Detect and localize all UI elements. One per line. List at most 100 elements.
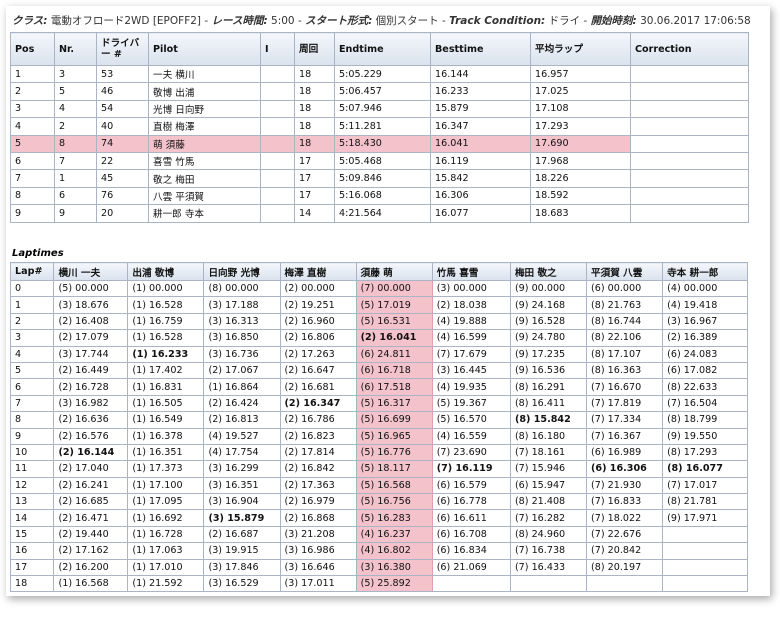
laptime-cell: (6) 24.811 — [355, 345, 433, 363]
laptimes-row: 16 (2) 17.162 (1) 17.063 (3) 19.915 (3) 16.9… — [9, 542, 748, 560]
laptime-cell: (4) 17.754 — [203, 443, 281, 462]
laptime-cell: (2) 17.040 — [53, 460, 129, 478]
laptime-cell: (7) 21.930 — [586, 476, 664, 495]
results-cell — [260, 134, 295, 153]
laptime-cell: (2) 16.144 — [53, 443, 129, 462]
laptime-cell: (1) 16.728 — [127, 525, 205, 544]
laptime-cell: (2) 16.041 — [355, 329, 433, 347]
laptime-cell: (1) 16.233 — [127, 345, 205, 363]
results-cell: 5:09.846 — [334, 169, 431, 188]
laptime-cell: (5) 16.531 — [355, 312, 433, 331]
results-cell — [260, 99, 295, 119]
laptime-cell: (2) 16.728 — [53, 378, 129, 396]
results-cell: 17.968 — [530, 151, 631, 171]
laptime-cell: (2) 16.241 — [53, 476, 129, 495]
laptime-cell: (6) 17.518 — [355, 378, 433, 396]
results-cell: 16.077 — [430, 204, 531, 223]
laptimes-row: 11 (2) 17.040 (1) 17.373 (3) 16.299 (2) 16.8… — [9, 460, 748, 478]
results-cell: 3 — [54, 64, 97, 84]
results-cell — [630, 151, 749, 171]
race-info-header: クラス: 電動オフロード2WD [EPOFF2] - レース時間: 5:00 -… — [12, 15, 751, 27]
laptime-cell — [662, 525, 748, 544]
laptimes-table: Lap# 横川 一夫 出浦 敬博 日向野 光博 梅澤 直樹 須藤 萌竹馬 喜雪 梅田 敬之平… — [9, 262, 748, 593]
results-cell: 40 — [96, 117, 149, 136]
laptime-cell: 9 — [9, 427, 55, 445]
results-cell: 8 — [10, 186, 55, 206]
laptime-cell: (7) 16.738 — [509, 542, 588, 560]
results-cell: 46 — [96, 82, 149, 101]
laptime-cell: (4) 19.527 — [203, 427, 281, 445]
laptimes-row: 2 (2) 16.408 (1) 16.759 (3) 16.313 (2) 16.96… — [9, 312, 748, 331]
results-row: 4 2 40 直樹 梅澤 18 5:11.281 16.347 17.293 — [10, 117, 749, 136]
laptime-cell: (6) 16.834 — [431, 542, 511, 560]
results-cell: 敬之 梅田 — [148, 169, 261, 188]
results-cell: 直樹 梅澤 — [148, 117, 261, 136]
laptime-cell: (9) 17.235 — [509, 345, 588, 363]
laptime-cell: (3) 16.313 — [203, 312, 281, 331]
laptime-cell: (7) 17.017 — [662, 476, 748, 495]
results-cell: 5:06.457 — [334, 82, 431, 101]
results-cell: 光博 日向野 — [148, 99, 261, 119]
results-cell — [260, 117, 295, 136]
laptime-cell: (1) 16.831 — [127, 378, 205, 396]
results-table: Pos Nr. ドライバー # Pilot I 周回 Endtime Besttime 平均ラッ… — [10, 32, 749, 223]
laptime-cell: (7) 18.022 — [586, 509, 664, 527]
laptime-cell: (2) 19.251 — [279, 296, 357, 314]
laptime-cell: (3) 00.000 — [431, 279, 511, 298]
laptime-cell: (7) 00.000 — [355, 279, 433, 298]
laptime-cell: (9) 24.168 — [509, 296, 588, 314]
laptime-cell: 16 — [9, 542, 55, 560]
laptime-cell: 0 — [9, 279, 55, 298]
results-cell: 7 — [54, 151, 97, 171]
results-cell: 17.293 — [530, 117, 631, 136]
results-cell: 4 — [10, 117, 55, 136]
laptime-cell: (8) 22.106 — [586, 329, 664, 347]
results-cell: 18 — [294, 99, 335, 119]
laptime-cell: (9) 16.536 — [509, 361, 588, 380]
laptime-cell: (8) 21.781 — [662, 493, 748, 511]
laptime-cell: (3) 17.011 — [279, 575, 357, 593]
results-cell: 16.306 — [430, 186, 531, 206]
laptime-cell: (7) 16.367 — [586, 427, 664, 445]
laptime-cell: (1) 17.100 — [127, 476, 205, 495]
laptime-cell: (3) 16.967 — [662, 312, 748, 331]
laptime-cell: (7) 17.819 — [586, 394, 664, 413]
laptime-cell: (3) 15.879 — [203, 509, 281, 527]
results-cell — [260, 186, 295, 206]
laptimes-row: 10 (2) 16.144 (1) 16.351 (4) 17.754 (2) 17.8… — [9, 443, 748, 462]
laptime-cell: (2) 16.408 — [53, 312, 129, 331]
laptimes-row: 5 (2) 16.449 (1) 17.402 (2) 17.067 (2) 16.64… — [9, 361, 748, 380]
laptime-cell: (2) 16.786 — [279, 411, 357, 429]
laptime-cell: (2) 16.424 — [203, 394, 281, 413]
class-label: クラス: — [12, 15, 48, 27]
laptime-cell: (7) 20.842 — [586, 542, 664, 560]
laptimes-column-header: 梅田 敬之 — [509, 262, 588, 281]
laptimes-row: 15 (2) 19.440 (1) 16.728 (2) 16.687 (3) 21.2… — [9, 525, 748, 544]
laptime-cell: (5) 16.568 — [355, 476, 433, 495]
laptime-cell: 7 — [9, 394, 55, 413]
laptimes-row: 8 (2) 16.636 (1) 16.549 (2) 16.813 (2) 16.78… — [9, 411, 748, 429]
laptime-cell: (3) 16.380 — [355, 558, 433, 577]
results-cell — [260, 64, 295, 84]
results-cell: 45 — [96, 169, 149, 188]
results-cell: 7 — [10, 169, 55, 188]
laptime-cell: 13 — [9, 493, 55, 511]
results-cell — [260, 169, 295, 188]
results-cell: 耕一郎 寺本 — [148, 204, 261, 223]
duration-label: レース時間: — [211, 15, 268, 27]
laptime-cell: (9) 17.971 — [662, 509, 748, 527]
results-cell: 3 — [10, 99, 55, 119]
laptime-cell: (2) 16.576 — [53, 427, 129, 445]
results-column-header: I — [260, 32, 295, 66]
laptime-cell: (2) 16.823 — [279, 427, 357, 445]
laptime-cell: 12 — [9, 476, 55, 495]
start-time-label: 開始時刻: — [590, 15, 637, 27]
laptime-cell: (5) 16.570 — [431, 411, 511, 429]
results-cell: 萌 須藤 — [148, 134, 261, 153]
results-cell — [630, 204, 749, 223]
results-cell — [260, 82, 295, 101]
results-cell: 18 — [294, 82, 335, 101]
results-cell: 5:05.468 — [334, 151, 431, 171]
results-cell: 17 — [294, 169, 335, 188]
laptime-cell — [509, 575, 588, 593]
